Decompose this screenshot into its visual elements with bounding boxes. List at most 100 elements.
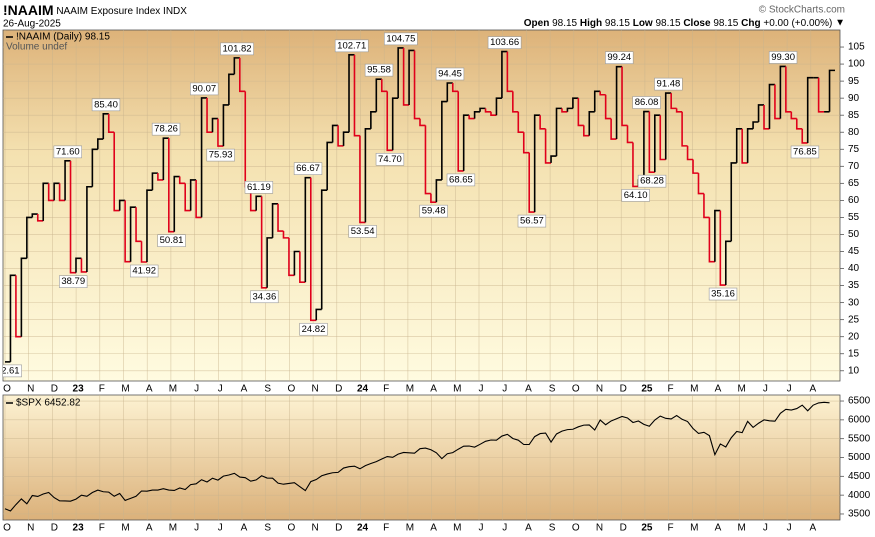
naaim-step bbox=[189, 179, 197, 211]
naaim-step bbox=[648, 111, 655, 173]
value-label: 91.48 bbox=[657, 79, 681, 90]
value-label: 53.54 bbox=[351, 226, 375, 237]
naaim-step bbox=[528, 152, 535, 213]
naaim-step bbox=[714, 209, 721, 262]
x-tick-label: S bbox=[264, 523, 271, 534]
copyright: © StockCharts.com bbox=[759, 5, 845, 16]
naaim-step bbox=[479, 107, 486, 112]
value-label: 103.66 bbox=[490, 37, 519, 48]
naaim-step bbox=[69, 160, 76, 274]
value-label: 68.65 bbox=[449, 174, 473, 185]
value-label-box bbox=[384, 32, 418, 46]
naaim-step bbox=[746, 128, 754, 163]
value-label-box bbox=[206, 148, 235, 162]
naaim-step bbox=[583, 125, 590, 137]
y-tick-label: 40 bbox=[848, 263, 860, 274]
naaim-step bbox=[309, 177, 317, 322]
naaim-step bbox=[249, 186, 257, 212]
x-tick-label: J bbox=[502, 523, 507, 534]
naaim-step bbox=[146, 189, 153, 263]
y-tick-label: 55 bbox=[848, 212, 860, 223]
naaim-step bbox=[20, 257, 27, 337]
exchange: INDX bbox=[163, 6, 187, 17]
value-label-box bbox=[419, 204, 448, 218]
x-tick-label: A bbox=[241, 523, 248, 534]
value-label-box bbox=[250, 290, 279, 304]
naaim-step bbox=[501, 50, 508, 99]
quote-label: Low bbox=[633, 18, 653, 29]
x-tick-label: N bbox=[311, 384, 318, 395]
value-label-box bbox=[446, 173, 476, 187]
naaim-step bbox=[331, 124, 339, 143]
y-tick-label: 5000 bbox=[848, 452, 871, 463]
naaim-step bbox=[495, 97, 502, 116]
naaim-step bbox=[337, 125, 344, 147]
x-tick-label: M bbox=[690, 523, 698, 534]
value-label-box bbox=[348, 225, 377, 238]
value-label-box bbox=[632, 96, 661, 109]
naaim-step bbox=[703, 193, 710, 219]
y-tick-label: 6000 bbox=[848, 414, 871, 425]
naaim-step bbox=[36, 214, 44, 222]
naaim-step bbox=[26, 216, 33, 259]
naaim-step bbox=[239, 57, 246, 93]
y-tick-label: 6500 bbox=[848, 396, 871, 407]
x-tick-label: M bbox=[406, 523, 414, 534]
value-label-box bbox=[621, 189, 650, 202]
naaim-step bbox=[785, 66, 792, 113]
naaim-step bbox=[97, 138, 104, 150]
naaim-step bbox=[626, 125, 633, 144]
naaim-step bbox=[47, 183, 55, 202]
y-tick-label: 50 bbox=[848, 229, 860, 240]
naaim-step bbox=[795, 118, 803, 130]
x-tick-label: A bbox=[430, 384, 437, 395]
value-label-box bbox=[637, 174, 667, 188]
naaim-step bbox=[140, 241, 147, 263]
x-tick-label: 23 bbox=[73, 523, 85, 534]
y-tick-label: 35 bbox=[848, 280, 860, 291]
naaim-step bbox=[124, 200, 131, 263]
value-label-box bbox=[220, 42, 254, 56]
naaim-step bbox=[135, 207, 142, 243]
naaim-step bbox=[53, 182, 60, 201]
y-tick-label: 15 bbox=[848, 348, 860, 359]
naaim-step bbox=[386, 91, 393, 152]
x-tick-label: S bbox=[549, 384, 556, 395]
value-label-box bbox=[130, 264, 159, 278]
naaim-step bbox=[211, 117, 218, 133]
x-tick-label: M bbox=[406, 384, 414, 395]
quote-value: 98.15 bbox=[552, 18, 577, 29]
naaim-step bbox=[288, 237, 295, 277]
naaim-step bbox=[178, 176, 186, 185]
quote-value: 98.15 bbox=[713, 18, 738, 29]
naaim-step bbox=[512, 91, 519, 113]
naaim-step bbox=[402, 47, 410, 106]
value-label: 59.48 bbox=[422, 206, 446, 217]
naaim-step bbox=[118, 199, 126, 211]
naaim-step bbox=[315, 308, 322, 321]
x-tick-label: O bbox=[288, 384, 296, 395]
naaim-step bbox=[255, 195, 262, 211]
value-label: 56.57 bbox=[520, 216, 544, 227]
naaim-step bbox=[572, 97, 579, 109]
y-tick-label: 105 bbox=[848, 42, 865, 53]
header-title: !NAAIM NAAIM Exposure Index INDX bbox=[3, 2, 187, 18]
value-label: 86.08 bbox=[635, 97, 659, 108]
naaim-step bbox=[86, 185, 93, 272]
x-tick-label: M bbox=[738, 384, 746, 395]
quote: Open 98.15 High 98.15 Low 98.15 Close 98… bbox=[524, 18, 845, 29]
value-label: 75.93 bbox=[209, 150, 233, 161]
x-tick-label: M bbox=[169, 384, 177, 395]
value-label-box bbox=[299, 322, 328, 336]
naaim-step bbox=[419, 118, 426, 127]
naaim-step bbox=[31, 213, 38, 218]
y-tick-label: 25 bbox=[848, 314, 860, 325]
y-tick-label: 65 bbox=[848, 178, 860, 189]
value-label-box bbox=[375, 152, 405, 166]
quote-value: 98.15 bbox=[656, 18, 681, 29]
value-label: 76.85 bbox=[793, 146, 817, 157]
y-tick-label: 90 bbox=[848, 93, 860, 104]
value-label: 66.67 bbox=[296, 163, 320, 174]
naaim-step bbox=[233, 57, 240, 75]
x-tick-label: F bbox=[668, 523, 674, 534]
